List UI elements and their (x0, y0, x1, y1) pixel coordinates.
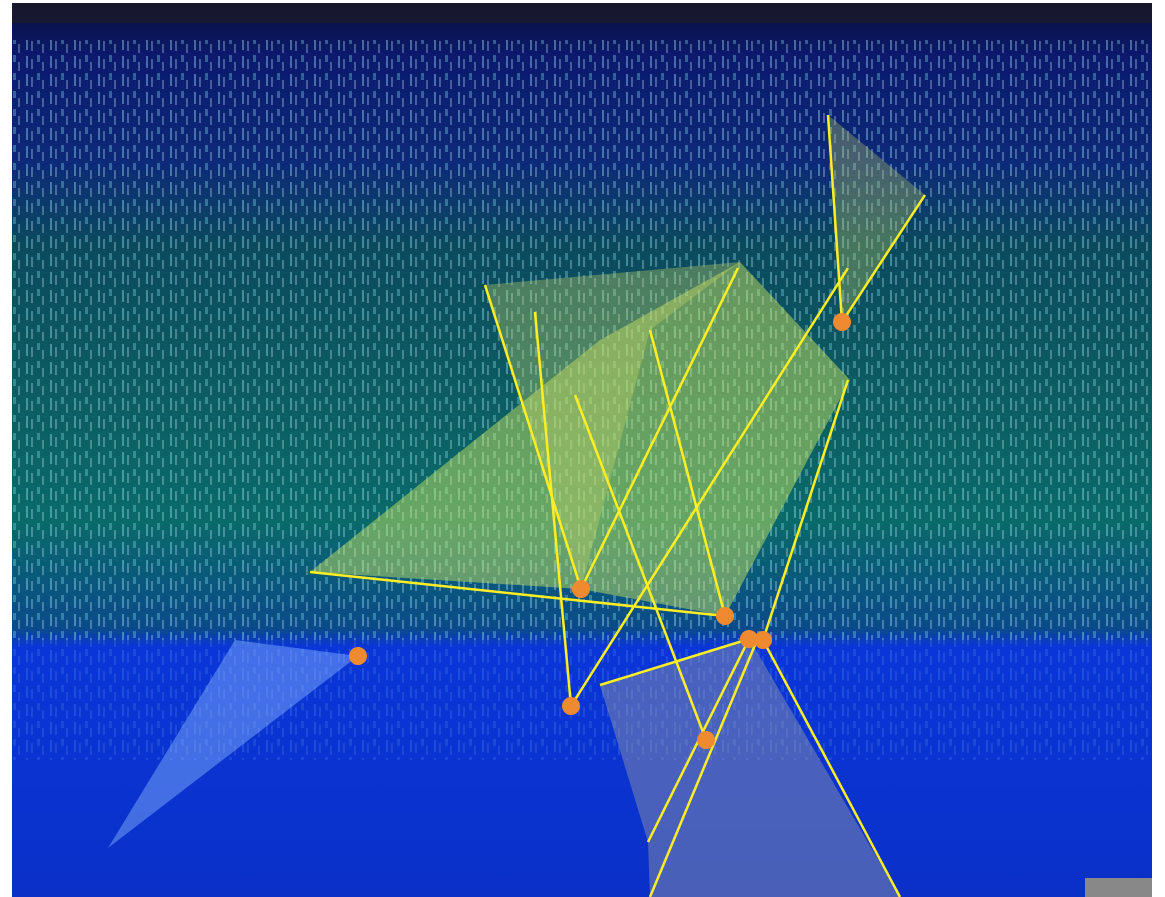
view-line (483, 284, 583, 590)
camera-point (349, 647, 367, 665)
camera-point (562, 697, 580, 715)
image-corner (1085, 878, 1152, 897)
view-cone (828, 115, 925, 322)
view-line (826, 114, 844, 323)
view-line (569, 267, 850, 707)
view-line (533, 311, 573, 707)
image-texture (12, 640, 1152, 760)
camera-point (754, 631, 772, 649)
view-line (761, 379, 850, 641)
view-cone (485, 262, 740, 589)
camera-point (740, 630, 758, 648)
view-line (599, 637, 750, 687)
camera-points (349, 313, 851, 749)
view-lines (309, 114, 927, 897)
view-line (648, 329, 727, 617)
image-texture (12, 40, 1152, 640)
camera-point (697, 731, 715, 749)
view-line (761, 639, 902, 897)
view-line (840, 194, 927, 323)
view-cone (310, 262, 850, 616)
view-cone (108, 640, 358, 848)
view-line (579, 267, 740, 590)
camera-point (716, 607, 734, 625)
view-line (573, 394, 708, 741)
view-cone (600, 640, 900, 897)
camera-point (572, 580, 590, 598)
view-line (648, 644, 757, 897)
image-strip (12, 3, 1152, 23)
camera-point (833, 313, 851, 331)
